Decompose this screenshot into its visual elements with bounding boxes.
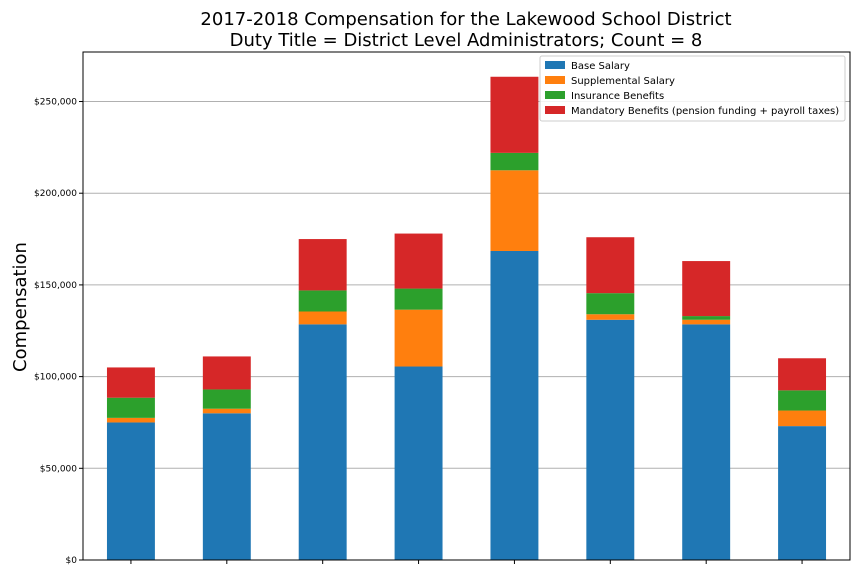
bar-segment [106, 422, 155, 560]
y-tick-label: $50,000 [40, 464, 77, 474]
plot-frame [82, 51, 851, 561]
bar-segment [202, 408, 251, 414]
bar-segment [586, 319, 635, 560]
grid-layer [83, 101, 850, 469]
chart-title-line1: 2017-2018 Compensation for the Lakewood … [200, 9, 731, 30]
bar-segment [394, 366, 443, 560]
bar-segment [682, 324, 731, 560]
bar-segment [394, 233, 443, 289]
bar-segment [106, 397, 155, 418]
bar-segment [106, 417, 155, 423]
bar-segment [586, 314, 635, 320]
axes-layer: $0 $50,000 $100,000 $150,000 $200,000 $250,00… [34, 51, 851, 566]
y-axis-label: Compensation [10, 242, 31, 372]
bar-segment [682, 319, 731, 325]
bar-segment [490, 170, 539, 251]
legend-swatch [545, 91, 565, 99]
bar-segment [298, 311, 347, 325]
legend-entry: Supplemental Salary [571, 76, 675, 87]
bar-segment [202, 356, 251, 390]
legend-swatch [545, 76, 565, 84]
bar-segment [682, 261, 731, 317]
bars-layer [106, 76, 827, 561]
bar-segment [202, 413, 251, 560]
legend-swatch [545, 61, 565, 69]
bar-segment [298, 290, 347, 312]
bar-segment [586, 237, 635, 294]
bar-segment [298, 324, 347, 560]
y-tick-label: $150,000 [34, 281, 77, 291]
bar-segment [106, 367, 155, 398]
y-tick-label: $200,000 [34, 189, 77, 199]
y-tick-label: $250,000 [34, 98, 77, 108]
legend-box [539, 55, 846, 122]
legend-swatch [545, 106, 565, 114]
y-tick-label: $0 [66, 556, 78, 566]
bar-segment [682, 316, 731, 320]
bar-segment [778, 410, 827, 427]
bar-segment [202, 389, 251, 409]
bar-segment [778, 426, 827, 560]
legend-entry: Base Salary [571, 61, 630, 72]
y-tick-label: $100,000 [34, 373, 77, 383]
bar-segment [394, 288, 443, 310]
bar-segment [394, 309, 443, 367]
legend-entry: Insurance Benefits [571, 91, 664, 102]
bar-segment [778, 390, 827, 411]
bar-segment [778, 358, 827, 391]
chart-title-line2: Duty Title = District Level Administrato… [230, 30, 703, 51]
bar-segment [490, 250, 539, 561]
bar-segment [586, 293, 635, 315]
legend: Base Salary Supplemental Salary Insurance … [539, 55, 846, 122]
bar-segment [298, 239, 347, 291]
bar-segment [490, 76, 539, 153]
legend-entry: Mandatory Benefits (pension funding + pa… [571, 106, 839, 117]
bar-segment [490, 152, 539, 171]
